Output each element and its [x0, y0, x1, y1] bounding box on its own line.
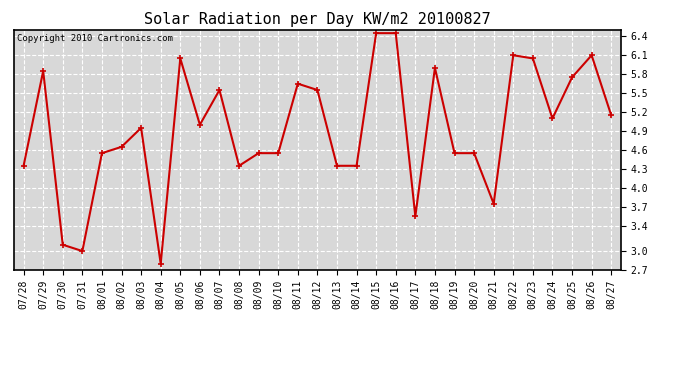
Text: Copyright 2010 Cartronics.com: Copyright 2010 Cartronics.com: [17, 34, 172, 43]
Title: Solar Radiation per Day KW/m2 20100827: Solar Radiation per Day KW/m2 20100827: [144, 12, 491, 27]
